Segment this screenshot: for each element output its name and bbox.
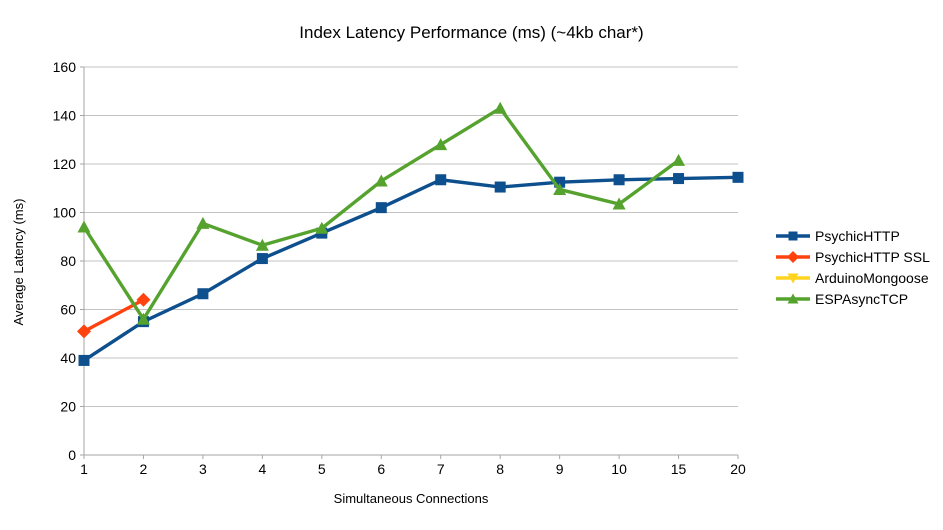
legend-swatch-psychichttp: [776, 231, 810, 240]
series-line-espasynctcp: [82, 105, 680, 323]
marker-square: [494, 181, 506, 193]
marker-triangle-up: [553, 182, 567, 195]
chart-title: Index Latency Performance (ms) (~4kb cha…: [299, 23, 644, 42]
legend-item-espasynctcp: ESPAsyncTCP: [775, 288, 930, 309]
y-tick-label: 20: [60, 399, 76, 415]
series-psychichttp: [78, 171, 744, 366]
x-tick-label: 9: [556, 461, 564, 477]
marker-square: [78, 354, 90, 366]
legend-swatch-psychichttp-ssl: [776, 250, 810, 263]
x-tick-label: 8: [496, 461, 504, 477]
x-tick-label: 3: [199, 461, 207, 477]
x-tick-label: 6: [377, 461, 385, 477]
legend-label-espasynctcp: ESPAsyncTCP: [815, 290, 909, 307]
marker-square: [554, 176, 566, 188]
marker-square: [732, 171, 744, 183]
y-tick-label: 120: [53, 156, 77, 172]
marker-triangle-up: [434, 138, 448, 151]
marker-diamond: [787, 250, 799, 263]
marker-triangle-up: [612, 197, 626, 210]
legend-swatch-arduinomongoose: [776, 273, 810, 283]
legend-marker: [787, 273, 799, 283]
legend-label-psychichttp-ssl: PsychicHTTP SSL: [815, 248, 930, 265]
x-axis-title: Simultaneous Connections: [333, 491, 489, 506]
marker-square: [375, 202, 387, 214]
marker-triangle-up: [196, 216, 210, 229]
marker-triangle-up: [493, 101, 507, 114]
y-tick-label: 40: [60, 350, 76, 366]
y-tick-label: 140: [53, 108, 77, 124]
y-tick-label: 60: [60, 302, 76, 318]
marker-triangle-up: [672, 153, 686, 166]
marker-triangle-up: [255, 238, 269, 251]
y-tick-label: 100: [53, 205, 77, 221]
y-tick-label: 80: [60, 253, 76, 269]
x-tick-label: 10: [611, 461, 627, 477]
legend-marker: [787, 250, 799, 263]
marker-square: [788, 231, 798, 240]
x-tick-label: 4: [258, 461, 266, 477]
marker-square: [435, 174, 447, 186]
x-tick-label: 5: [318, 461, 326, 477]
marker-triangle-up: [136, 312, 150, 325]
x-tick-label: 1: [80, 461, 88, 477]
x-tick-label: 2: [140, 461, 148, 477]
series-espasynctcp: [77, 101, 686, 325]
marker-square: [256, 253, 268, 265]
legend-marker: [788, 231, 798, 240]
marker-triangle-down: [787, 273, 799, 283]
marker-square: [613, 174, 625, 186]
marker-diamond: [77, 324, 91, 339]
legend-item-psychichttp: PsychicHTTP: [775, 225, 930, 246]
marker-square: [197, 288, 209, 300]
legend-item-psychichttp-ssl: PsychicHTTP SSL: [775, 246, 930, 267]
x-tick-label: 15: [671, 461, 687, 477]
y-tick-label: 160: [53, 59, 77, 75]
marker-triangle-up: [374, 174, 388, 187]
legend-label-arduinomongoose: ArduinoMongoose: [815, 269, 929, 286]
legend-item-arduinomongoose: ArduinoMongoose: [775, 267, 930, 288]
legend-label-psychichttp: PsychicHTTP: [815, 227, 900, 244]
legend: PsychicHTTP PsychicHTTP SSL ArduinoMongoos…: [775, 225, 930, 309]
x-tick-label: 7: [437, 461, 445, 477]
marker-triangle-up: [77, 220, 91, 233]
marker-triangle-up: [787, 293, 799, 303]
legend-marker: [787, 293, 799, 303]
series-line-psychichttp: [83, 175, 739, 362]
legend-swatch-espasynctcp: [776, 293, 810, 303]
marker-triangle-up: [315, 221, 329, 234]
y-tick-label: 0: [68, 447, 76, 463]
marker-diamond: [136, 292, 151, 307]
marker-square: [673, 173, 685, 185]
x-tick-label: 20: [730, 461, 746, 477]
